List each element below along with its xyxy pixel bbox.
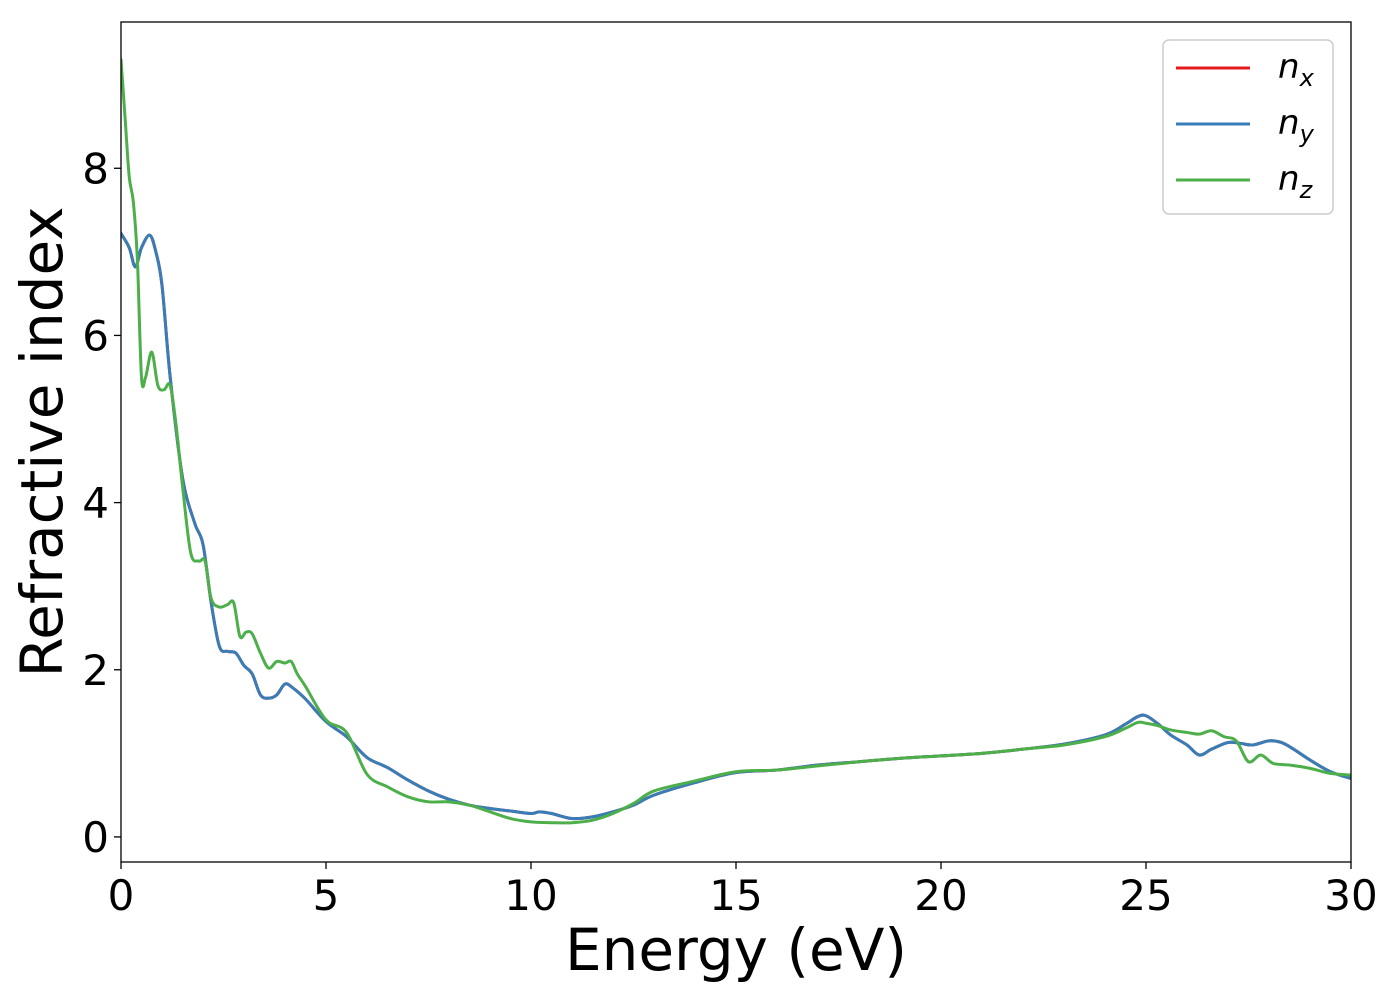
legend-label-subscript: z [1299,176,1314,204]
legend-box [1162,39,1334,215]
x-tick-label: 30 [1324,871,1377,920]
x-tick-label: 5 [313,871,340,920]
x-axis-title: Energy (eV) [565,916,907,984]
series-line-ny [121,231,1351,821]
legend-label-nz: nz [1278,159,1314,204]
y-tick-label: 4 [82,479,109,528]
y-tick-label: 8 [82,144,109,193]
x-tick-label: 0 [108,871,135,920]
x-tick-label: 10 [504,871,557,920]
series-layer [121,58,1351,825]
y-tick-label: 6 [82,311,109,360]
x-axis: 0 5 10 15 20 25 30 [108,862,1378,920]
legend-label-subscript: y [1299,120,1315,148]
y-tick-label: 0 [82,813,109,862]
legend-label-symbol: n [1278,103,1300,143]
series-line-nz [121,58,1351,825]
legend-label-ny: ny [1278,103,1315,148]
legend-label-nx: nx [1278,47,1315,92]
y-axis: 0 2 4 6 8 [82,144,121,862]
legend-label-subscript: x [1299,64,1315,92]
legend-label-symbol: n [1278,159,1300,199]
legend-label-symbol: n [1278,47,1300,87]
y-tick-label: 2 [82,646,109,695]
x-tick-label: 25 [1119,871,1172,920]
x-tick-label: 15 [709,871,762,920]
y-axis-title: Refractive index [8,206,76,677]
x-tick-label: 20 [914,871,967,920]
